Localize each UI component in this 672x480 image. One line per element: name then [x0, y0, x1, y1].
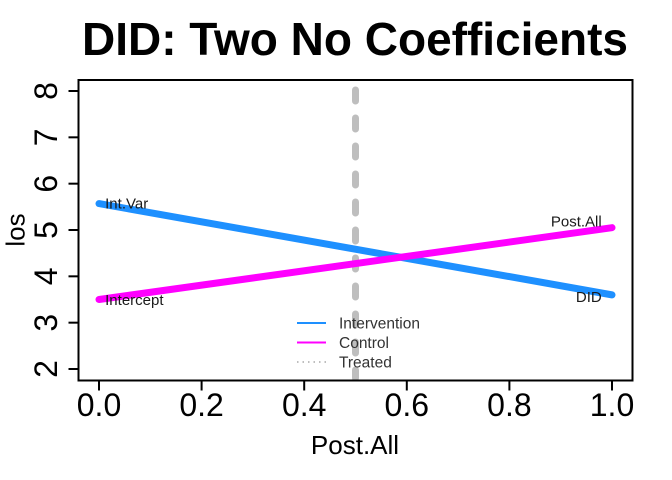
y-tick-label: 4	[28, 267, 64, 285]
y-tick-label: 6	[28, 175, 64, 193]
x-tick-label: 0.6	[385, 387, 429, 423]
legend-entry-label: Treated	[339, 354, 392, 371]
x-tick-label: 1.0	[590, 387, 634, 423]
x-tick-label: 0.4	[282, 387, 326, 423]
chart-title: DID: Two No Coefficients	[81, 13, 629, 65]
legend-entry-label: Intervention	[339, 315, 420, 332]
series-line-control	[95, 224, 616, 303]
series-line-intervention	[95, 200, 616, 299]
y-tick-label: 3	[28, 314, 64, 332]
y-tick-label: 2	[28, 360, 64, 378]
annotation-label: Post.All	[551, 213, 602, 230]
y-tick-label: 5	[28, 221, 64, 239]
x-tick-label: 0.0	[77, 387, 121, 423]
annotation-label: DID	[576, 289, 602, 306]
annotation-label: Intercept	[105, 292, 164, 309]
annotation-label: Int.Var	[105, 195, 148, 212]
x-tick-label: 0.2	[179, 387, 223, 423]
legend-entry-label: Control	[339, 335, 389, 352]
y-tick-label: 8	[28, 82, 64, 100]
x-axis-label: Post.All	[310, 430, 400, 460]
y-tick-label: 7	[28, 128, 64, 146]
x-tick-label: 0.8	[487, 387, 531, 423]
